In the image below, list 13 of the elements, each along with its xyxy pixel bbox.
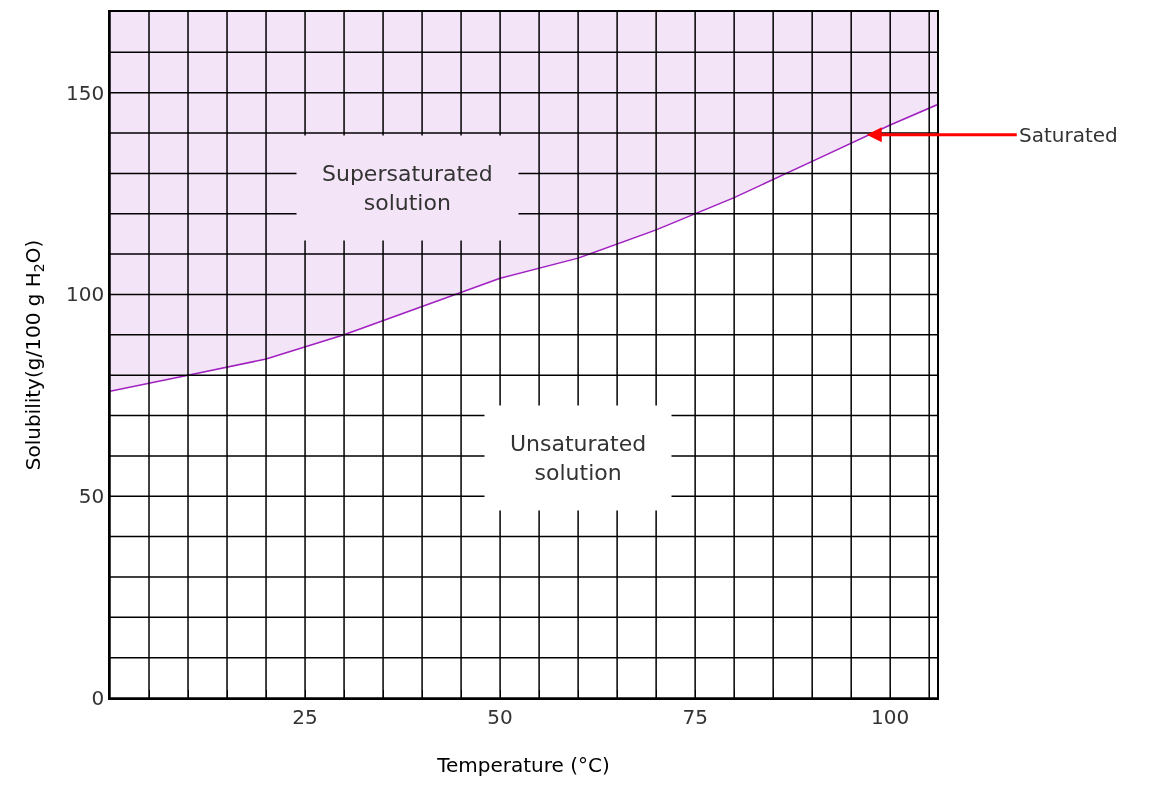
x-tick-label: 50 [487,704,513,729]
y-tick-label: 100 [66,282,105,307]
x-tick-label: 100 [871,704,910,729]
line-series [110,104,937,393]
annotation: Supersaturated solution [322,161,493,215]
x-axis-title: Temperature (°C) [436,752,610,777]
x-tick-label: 25 [292,704,318,729]
y-tick-label: 0 [91,686,105,710]
annotation: Saturated [1019,123,1118,147]
x-tick-label: 75 [682,704,708,729]
y-tick-label: 50 [78,484,105,509]
annotation: Unsaturated solution [510,431,647,485]
y-tick-label: 150 [66,80,105,105]
